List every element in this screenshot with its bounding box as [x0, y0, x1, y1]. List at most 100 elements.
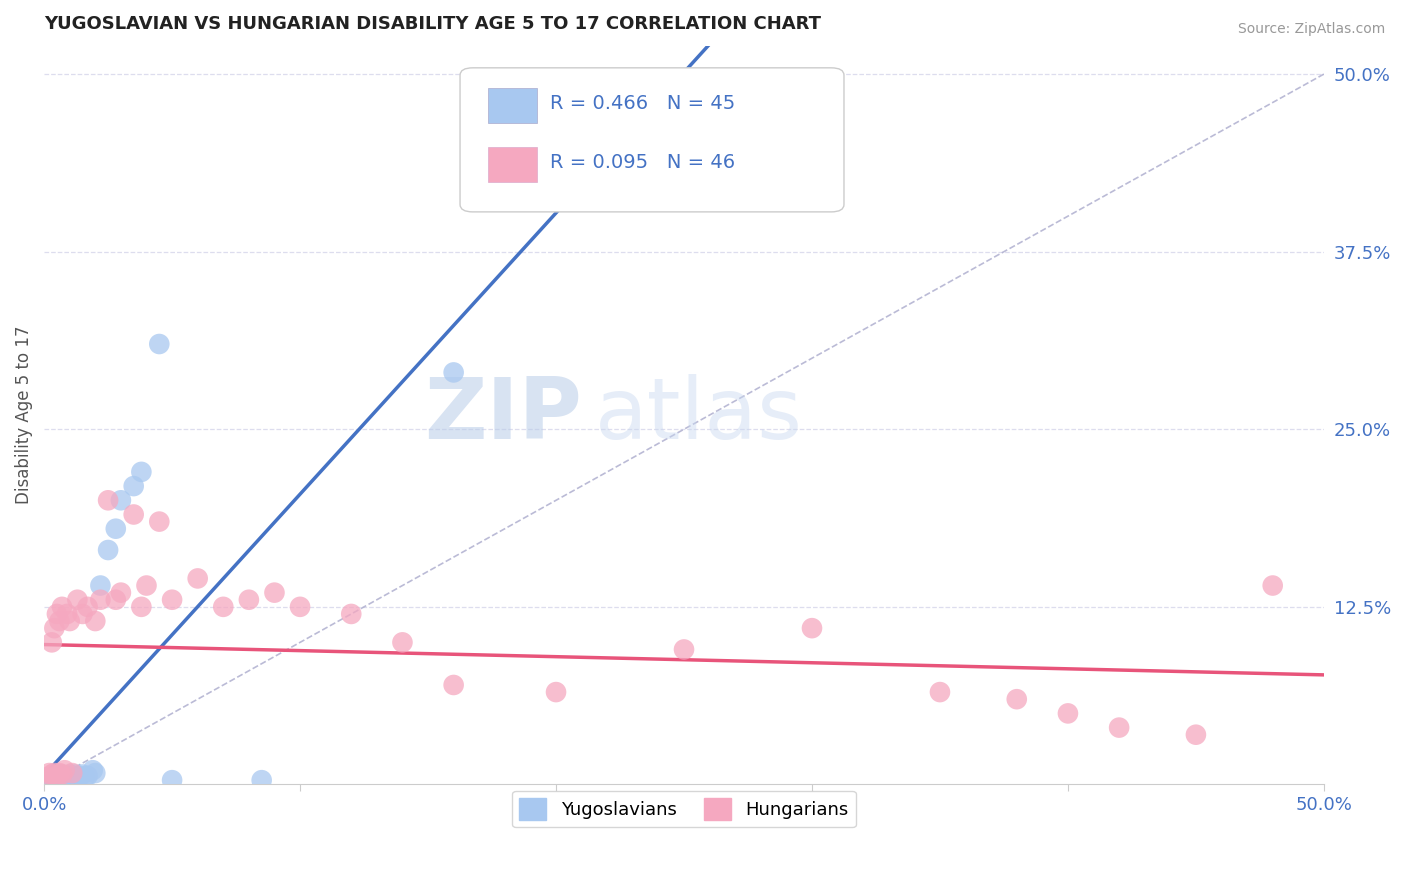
Point [75, 770, 97, 784]
Point [110, 493, 132, 508]
Point [187, 571, 209, 585]
Point [76, 599, 98, 614]
Point [76, 769, 98, 783]
Point [45, 774, 67, 789]
Point [59, 772, 82, 786]
Point [104, 592, 127, 607]
Point [122, 479, 145, 493]
Text: ZIP: ZIP [423, 374, 582, 457]
FancyBboxPatch shape [460, 68, 844, 212]
Point [56, 773, 79, 788]
Point [41, 773, 63, 788]
Text: R = 0.095   N = 46: R = 0.095 N = 46 [550, 153, 735, 172]
Point [56, 607, 79, 621]
Point [72, 607, 94, 621]
Point [66, 770, 89, 784]
Point [48, 614, 70, 628]
Point [41, 774, 63, 789]
Point [82, 763, 104, 777]
Point [72, 767, 94, 781]
Point [53, 763, 76, 777]
Point [66, 592, 89, 607]
Point [44, 766, 66, 780]
Point [1185, 728, 1208, 742]
Point [148, 337, 170, 351]
Point [110, 585, 132, 599]
Point [104, 522, 127, 536]
Point [801, 621, 824, 635]
Point [38, 773, 60, 788]
Point [51, 767, 73, 781]
Point [443, 366, 465, 380]
Point [89, 578, 111, 592]
Point [340, 607, 363, 621]
Point [48, 769, 70, 783]
Point [672, 642, 695, 657]
Point [56, 769, 79, 783]
Point [48, 774, 70, 789]
Point [544, 685, 567, 699]
Point [1005, 692, 1028, 706]
Point [45, 770, 67, 784]
Point [160, 773, 183, 788]
Point [60, 766, 83, 780]
Legend: Yugoslavians, Hungarians: Yugoslavians, Hungarians [512, 790, 856, 827]
Point [263, 585, 285, 599]
Point [238, 592, 260, 607]
Point [51, 767, 73, 781]
Point [51, 773, 73, 788]
FancyBboxPatch shape [488, 87, 537, 123]
Point [122, 508, 145, 522]
Text: R = 0.466   N = 45: R = 0.466 N = 45 [550, 94, 735, 112]
Point [131, 599, 153, 614]
Text: YUGOSLAVIAN VS HUNGARIAN DISABILITY AGE 5 TO 17 CORRELATION CHART: YUGOSLAVIAN VS HUNGARIAN DISABILITY AGE … [44, 15, 821, 33]
Point [45, 770, 67, 784]
Point [63, 772, 86, 786]
Point [59, 614, 82, 628]
Point [45, 772, 67, 786]
Point [44, 774, 66, 789]
Point [38, 772, 60, 786]
Point [443, 678, 465, 692]
Point [53, 773, 76, 788]
Point [84, 614, 107, 628]
Point [35, 774, 58, 789]
Point [44, 770, 66, 784]
Point [60, 770, 83, 784]
Point [48, 766, 70, 780]
Point [53, 770, 76, 784]
Point [148, 515, 170, 529]
Point [135, 578, 157, 592]
FancyBboxPatch shape [488, 147, 537, 182]
Y-axis label: Disability Age 5 to 17: Disability Age 5 to 17 [15, 326, 32, 504]
Point [97, 493, 120, 508]
Point [45, 773, 67, 788]
Point [1261, 578, 1284, 592]
Point [63, 767, 86, 781]
Point [929, 685, 952, 699]
Text: Source: ZipAtlas.com: Source: ZipAtlas.com [1237, 22, 1385, 37]
Point [59, 767, 82, 781]
Point [288, 599, 311, 614]
Point [48, 772, 70, 786]
Point [38, 766, 60, 780]
Point [41, 635, 63, 649]
Point [69, 769, 91, 783]
Point [45, 607, 67, 621]
Point [212, 599, 235, 614]
Point [41, 772, 63, 786]
Text: atlas: atlas [595, 374, 803, 457]
Point [35, 770, 58, 784]
Point [391, 635, 413, 649]
Point [1057, 706, 1080, 721]
Point [1108, 721, 1130, 735]
Point [250, 773, 273, 788]
Point [97, 543, 120, 558]
Point [44, 773, 66, 788]
Point [131, 465, 153, 479]
Point [89, 592, 111, 607]
Point [44, 621, 66, 635]
Point [51, 599, 73, 614]
Point [84, 766, 107, 780]
Point [41, 767, 63, 781]
